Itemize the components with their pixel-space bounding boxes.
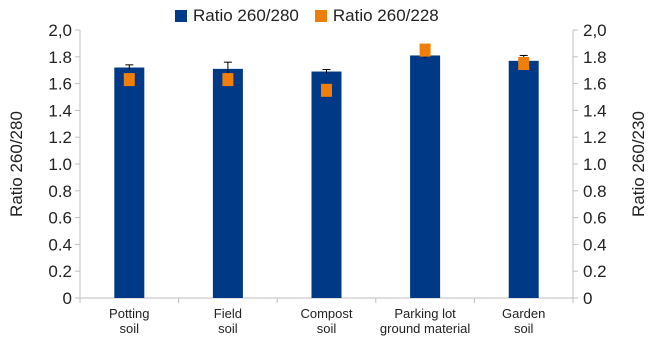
y-tick-label-left: 1.8 (48, 48, 72, 67)
y-tick-label-left: 1.0 (48, 155, 72, 174)
x-tick-label: Compost (300, 306, 352, 321)
marker (123, 73, 135, 87)
bar (114, 67, 145, 299)
marker (419, 43, 431, 57)
bar (410, 55, 441, 299)
y-tick-label-right: 0.8 (583, 182, 607, 201)
y-tick-label-right: 1.2 (583, 128, 607, 147)
marker (518, 57, 530, 70)
y-tick-label-left: 0.2 (48, 262, 72, 281)
legend-label-series-2: Ratio 260/228 (332, 6, 439, 25)
legend-item-series-2: Ratio 260/228 (314, 6, 439, 26)
y-axis-title-left: Ratio 260/280 (7, 111, 26, 217)
legend-label-series-1: Ratio 260/280 (193, 6, 299, 25)
y-tick-label-right: 1.4 (583, 101, 607, 120)
legend-swatch-series-1 (175, 10, 187, 22)
bar (212, 68, 243, 298)
x-tick-label: soil (120, 321, 140, 336)
x-tick-label: Field (214, 306, 242, 321)
x-tick-label: Potting (109, 306, 149, 321)
y-tick-label-left: 0 (63, 289, 72, 308)
x-tick-label: Garden (502, 306, 545, 321)
y-tick-label-right: 2,0 (583, 21, 607, 40)
y-tick-label-right: 0 (583, 289, 592, 308)
marker (321, 83, 332, 97)
y-tick-label-left: 0.4 (48, 235, 72, 254)
y-tick-label-left: 2,0 (48, 21, 72, 40)
bar (311, 71, 342, 298)
y-tick-label-left: 1.2 (48, 128, 72, 147)
y-tick-label-right: 0.2 (583, 262, 607, 281)
chart-legend: Ratio 260/280 Ratio 260/228 (175, 6, 455, 26)
y-tick-label-right: 1.8 (583, 48, 607, 67)
y-tick-label-left: 0.8 (48, 182, 72, 201)
y-tick-label-right: 1.6 (583, 75, 607, 94)
marker (222, 73, 234, 87)
y-axis-title-right: Ratio 260/230 (629, 111, 648, 217)
y-tick-label-right: 0.4 (583, 235, 607, 254)
x-tick-label: soil (317, 321, 337, 336)
y-tick-label-left: 1.4 (48, 101, 72, 120)
y-tick-label-right: 1.0 (583, 155, 607, 174)
x-tick-label: soil (514, 321, 534, 336)
legend-swatch-series-2 (314, 10, 327, 22)
y-tick-label-left: 0.6 (48, 209, 72, 228)
legend-item-series-1: Ratio 260/280 (175, 6, 299, 26)
x-tick-label: soil (218, 321, 238, 336)
bar (508, 60, 539, 298)
x-tick-label: ground material (380, 321, 470, 336)
y-tick-label-right: 0.6 (583, 209, 607, 228)
x-tick-label: Parking lot (394, 306, 456, 321)
y-tick-label-left: 1.6 (48, 75, 72, 94)
